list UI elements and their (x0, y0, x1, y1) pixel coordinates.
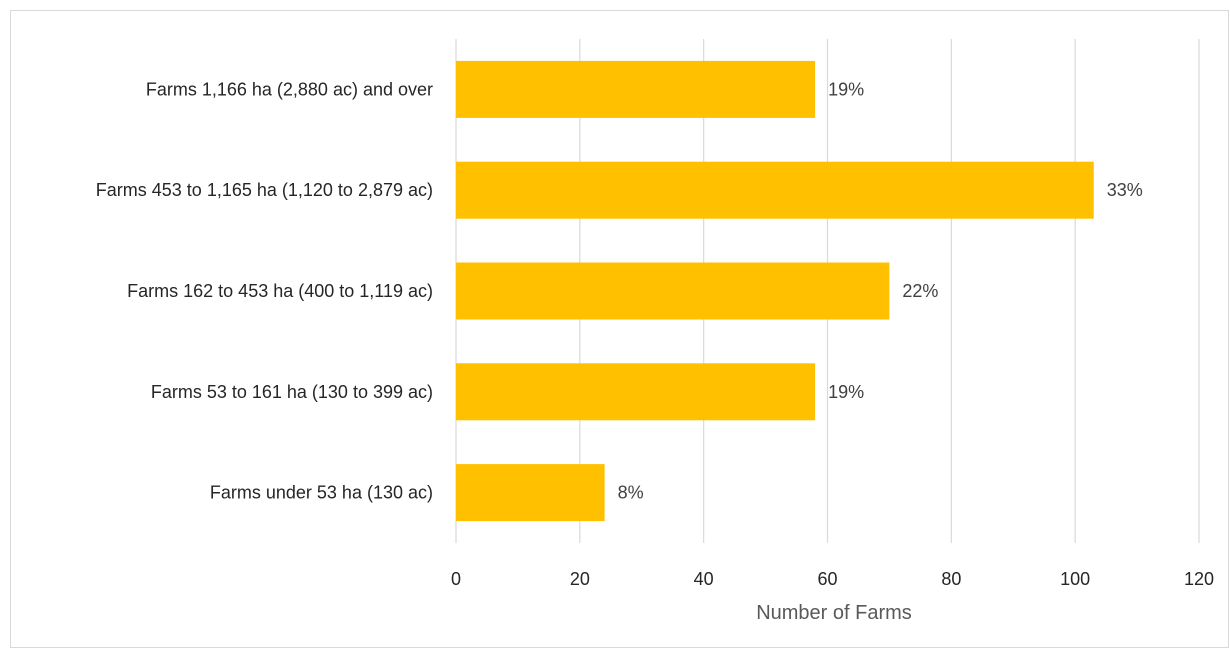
data-labels: 19% 33% 22% 19% 8% (618, 79, 1143, 502)
data-label: 8% (618, 483, 644, 503)
category-label: Farms under 53 ha (130 ac) (210, 483, 433, 503)
x-tick-label: 80 (941, 569, 961, 589)
x-tick-label: 20 (570, 569, 590, 589)
bars (456, 60, 1094, 522)
x-tick-label: 100 (1060, 569, 1090, 589)
x-tick-label: 40 (694, 569, 714, 589)
category-label: Farms 162 to 453 ha (400 to 1,119 ac) (127, 281, 433, 301)
bar (456, 464, 605, 522)
x-tick-label: 120 (1184, 569, 1214, 589)
data-label: 19% (828, 79, 864, 99)
data-label: 19% (828, 382, 864, 402)
data-label: 22% (902, 281, 938, 301)
data-label: 33% (1107, 180, 1143, 200)
x-tick-label: 60 (817, 569, 837, 589)
bar (456, 161, 1094, 219)
x-axis-title: Number of Farms (756, 602, 912, 624)
bar-chart: Farms 1,166 ha (2,880 ac) and over Farms … (96, 39, 1214, 624)
bar (456, 363, 816, 421)
bar (456, 262, 890, 320)
x-tick-labels: 0 20 40 60 80 100 120 (451, 569, 1214, 589)
x-tick-label: 0 (451, 569, 461, 589)
chart-frame: Farms 1,166 ha (2,880 ac) and over Farms … (10, 10, 1229, 648)
category-label: Farms 1,166 ha (2,880 ac) and over (146, 79, 433, 99)
category-label: Farms 53 to 161 ha (130 to 399 ac) (151, 382, 433, 402)
bar (456, 60, 816, 118)
category-labels: Farms 1,166 ha (2,880 ac) and over Farms … (96, 79, 433, 502)
category-label: Farms 453 to 1,165 ha (1,120 to 2,879 ac… (96, 180, 433, 200)
